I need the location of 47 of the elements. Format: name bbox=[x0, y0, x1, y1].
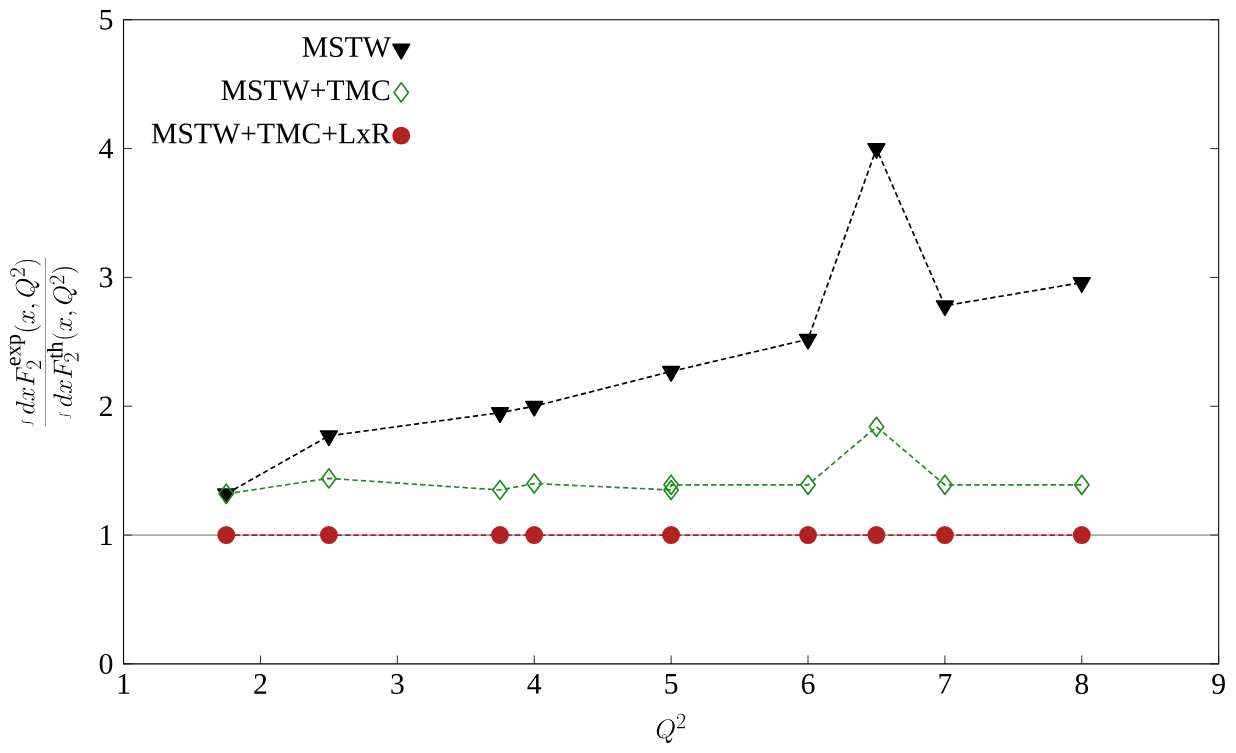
point bbox=[799, 474, 817, 496]
y-tick-label: 4 bbox=[99, 138, 113, 159]
point bbox=[868, 416, 885, 438]
point bbox=[799, 526, 817, 545]
point bbox=[490, 407, 510, 424]
point bbox=[1072, 526, 1091, 545]
legend-label: MSTW bbox=[302, 37, 391, 58]
point bbox=[662, 526, 681, 545]
point bbox=[935, 300, 955, 317]
x-axis-title: $Q^2$ bbox=[656, 713, 686, 744]
y-tick-label: 3 bbox=[99, 267, 113, 288]
point bbox=[1072, 277, 1091, 294]
legend-label: MSTW+TMC+LxR bbox=[151, 123, 391, 144]
point bbox=[935, 526, 954, 545]
x-tick-label: 1 bbox=[118, 674, 130, 694]
x-tick-label: 2 bbox=[254, 674, 267, 694]
point bbox=[798, 333, 818, 350]
point bbox=[936, 474, 953, 496]
point bbox=[319, 430, 339, 447]
x-tick-label: 7 bbox=[939, 674, 952, 694]
y-tick-label: 0 bbox=[99, 653, 113, 674]
y-axis-title: $\frac{\int dx F_2^{\mathrm{exp}}(x,Q^2)}{\int dx F_2^{\mathrm{th}}(x,Q^2)}$ bbox=[9, 257, 79, 427]
point bbox=[1073, 474, 1090, 496]
point bbox=[525, 400, 544, 417]
point bbox=[217, 526, 236, 545]
y-tick-label: 2 bbox=[99, 396, 112, 417]
point bbox=[663, 474, 680, 496]
y-tick-label: 5 bbox=[100, 9, 113, 30]
x-tick-label: 5 bbox=[665, 674, 678, 694]
x-tick-label: 6 bbox=[801, 674, 815, 695]
point bbox=[320, 468, 337, 489]
point bbox=[319, 526, 338, 545]
point bbox=[663, 479, 680, 501]
x-tick-label: 4 bbox=[527, 674, 542, 694]
point bbox=[661, 365, 681, 382]
point bbox=[525, 526, 544, 545]
y-tick-label: 1 bbox=[101, 525, 112, 545]
x-tick-label: 9 bbox=[1212, 674, 1225, 695]
point bbox=[526, 473, 543, 494]
point bbox=[867, 143, 886, 160]
point bbox=[867, 526, 886, 545]
point bbox=[218, 483, 235, 505]
legend-label: MSTW+TMC bbox=[221, 80, 390, 101]
x-tick-label: 3 bbox=[391, 674, 404, 695]
point bbox=[491, 526, 509, 545]
point bbox=[491, 479, 509, 501]
x-tick-label: 8 bbox=[1075, 674, 1089, 695]
